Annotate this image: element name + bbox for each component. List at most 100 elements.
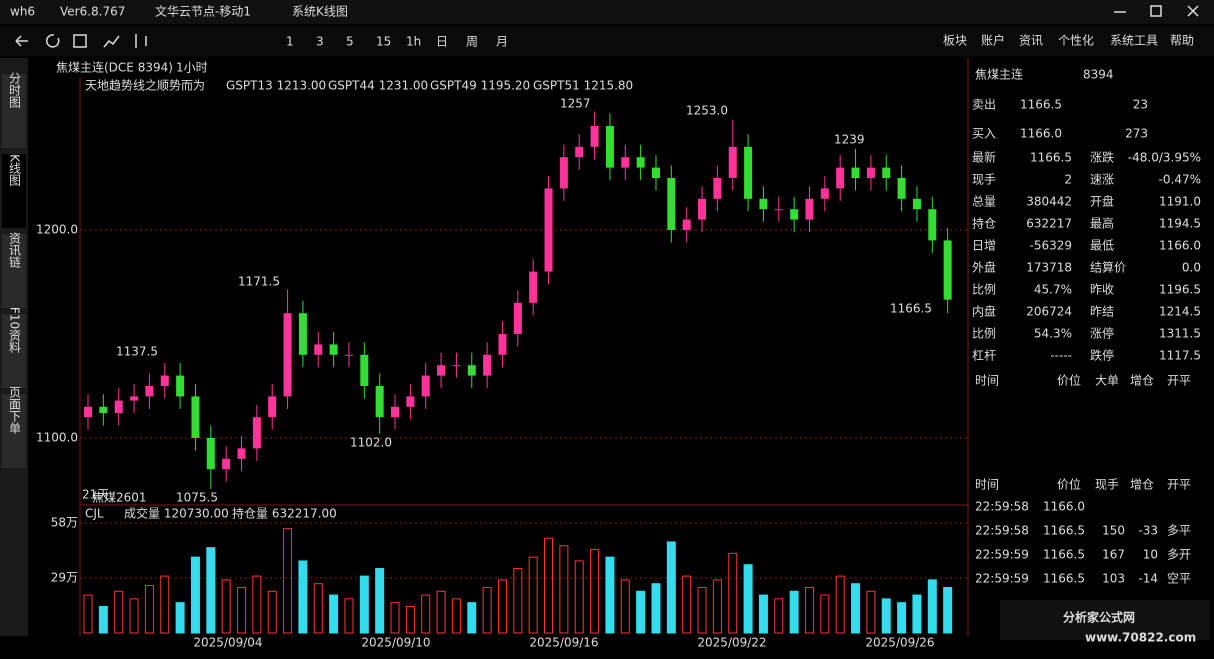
tick-cell: 22:59:58 [975,524,1029,538]
candle-body [84,406,92,418]
v-tick-label: 29万 [51,571,78,585]
quote-value: -48.0/3.95% [1128,151,1201,165]
back-icon[interactable] [15,35,28,47]
window-title: 系统K线图 [292,5,348,19]
tick-cell: 1166.0 [1043,500,1085,514]
quote-label: 最高 [1090,216,1114,231]
volume-bar [620,579,630,634]
quote-label: 跌停 [1090,348,1114,363]
volume-bar [866,590,876,634]
quote-value: 0.0 [1182,261,1201,275]
line-icon[interactable] [103,35,120,48]
refresh-icon[interactable] [46,34,60,48]
tick-header: 时间 [975,374,999,388]
quote-code: 8394 [1083,68,1114,82]
volume-bar [804,586,814,634]
quote-label: 比例 [972,283,996,297]
menu-item[interactable]: 系统工具 [1110,34,1158,48]
volume-bar [897,602,907,634]
volume-bar [559,545,569,634]
side-tab-label[interactable]: 资讯链 [8,232,22,268]
candle-body [912,198,921,210]
volume-bar [743,564,753,634]
tick-cell: 空平 [1167,572,1191,586]
quote-value: 206724 [1026,305,1072,319]
tick-header: 价位 [1057,373,1081,388]
node: 文华云节点-移动1 [155,4,251,19]
period-button[interactable]: 日 [436,35,448,49]
quote-name: 焦煤主连 [975,67,1023,82]
period-button[interactable]: 1h [406,35,421,49]
tick-cell: 22:59:59 [975,548,1029,562]
period-button[interactable]: 周 [466,35,478,49]
candle-body [698,198,707,220]
candle-body [452,365,461,367]
menu-item[interactable]: 个性化 [1058,34,1094,48]
volume-bar [252,575,262,634]
period-button[interactable]: 5 [346,35,354,49]
tick-header: 时间 [975,478,999,492]
quote-label: 总量 [972,195,996,209]
side-tab[interactable] [2,234,26,308]
volume-bar [574,560,584,634]
x-tick-label: 2025/09/10 [361,636,430,650]
menu-item[interactable]: 资讯 [1019,34,1043,48]
candle-icon[interactable] [135,34,147,48]
side-tab-label[interactable]: 页面下单 [8,386,22,435]
side-tab[interactable] [2,314,26,388]
side-tab-label[interactable]: 分时图 [8,72,22,108]
period-button[interactable]: 月 [496,35,508,49]
list-icon[interactable] [73,34,87,48]
side-tab[interactable] [2,74,26,148]
candle-body [928,209,937,241]
window-buttons[interactable] [1114,5,1199,17]
side-tab[interactable] [2,154,26,228]
quote-label: 持仓 [972,216,996,231]
volume-bar [651,583,661,634]
quote-label: 买入 [972,127,996,141]
side-tab[interactable] [2,394,26,468]
volume-bar [497,579,507,634]
period-button[interactable]: 15 [376,35,391,49]
volume-bar [835,575,845,634]
candle-body [575,146,584,158]
menu-item[interactable]: 账户 [981,33,1005,48]
volume-bar [712,579,722,634]
volume-bar [421,594,431,634]
side-tab-label[interactable]: F10资料 [8,307,22,353]
quote-label: 结算价 [1090,260,1126,275]
quote-label: 速涨 [1090,172,1114,187]
menu-item[interactable]: 帮助 [1170,34,1194,48]
candle-body [851,167,860,178]
tick-header: 开平 [1167,478,1191,492]
quote-qty: 273 [1125,127,1148,141]
volume-bar [789,590,799,634]
volume-bar [666,541,676,634]
menu-item[interactable]: 板块 [943,34,967,48]
quote-value: 632217 [1026,217,1072,231]
volume-bar [436,590,446,634]
quote-label: 开盘 [1090,194,1114,209]
quote-value: 1166.5 [1030,151,1072,165]
tick-cell: 10 [1143,548,1158,562]
candle-body [268,396,277,418]
period: 1小时 [176,61,208,75]
period-button[interactable]: 1 [286,35,294,49]
title-bar [0,0,1214,24]
toolbar [0,26,1214,56]
indicator-value: GSPT49 1195.20 [430,79,530,93]
tick-cell: -33 [1138,524,1158,538]
quote-value: 173718 [1026,261,1072,275]
quote-label: 昨收 [1090,283,1114,297]
period-button[interactable]: 3 [316,35,324,49]
quote-value: 1194.5 [1159,217,1201,231]
tick-cell: 1166.5 [1043,572,1085,586]
quote-value: 54.3% [1034,327,1072,341]
indicator-value: GSPT13 1213.00 [226,79,326,93]
side-tab-label[interactable]: K线图 [8,154,22,186]
quote-label: 杠杆 [972,348,996,363]
tick-cell: 167 [1102,548,1125,562]
version: Ver6.8.767 [60,5,125,19]
